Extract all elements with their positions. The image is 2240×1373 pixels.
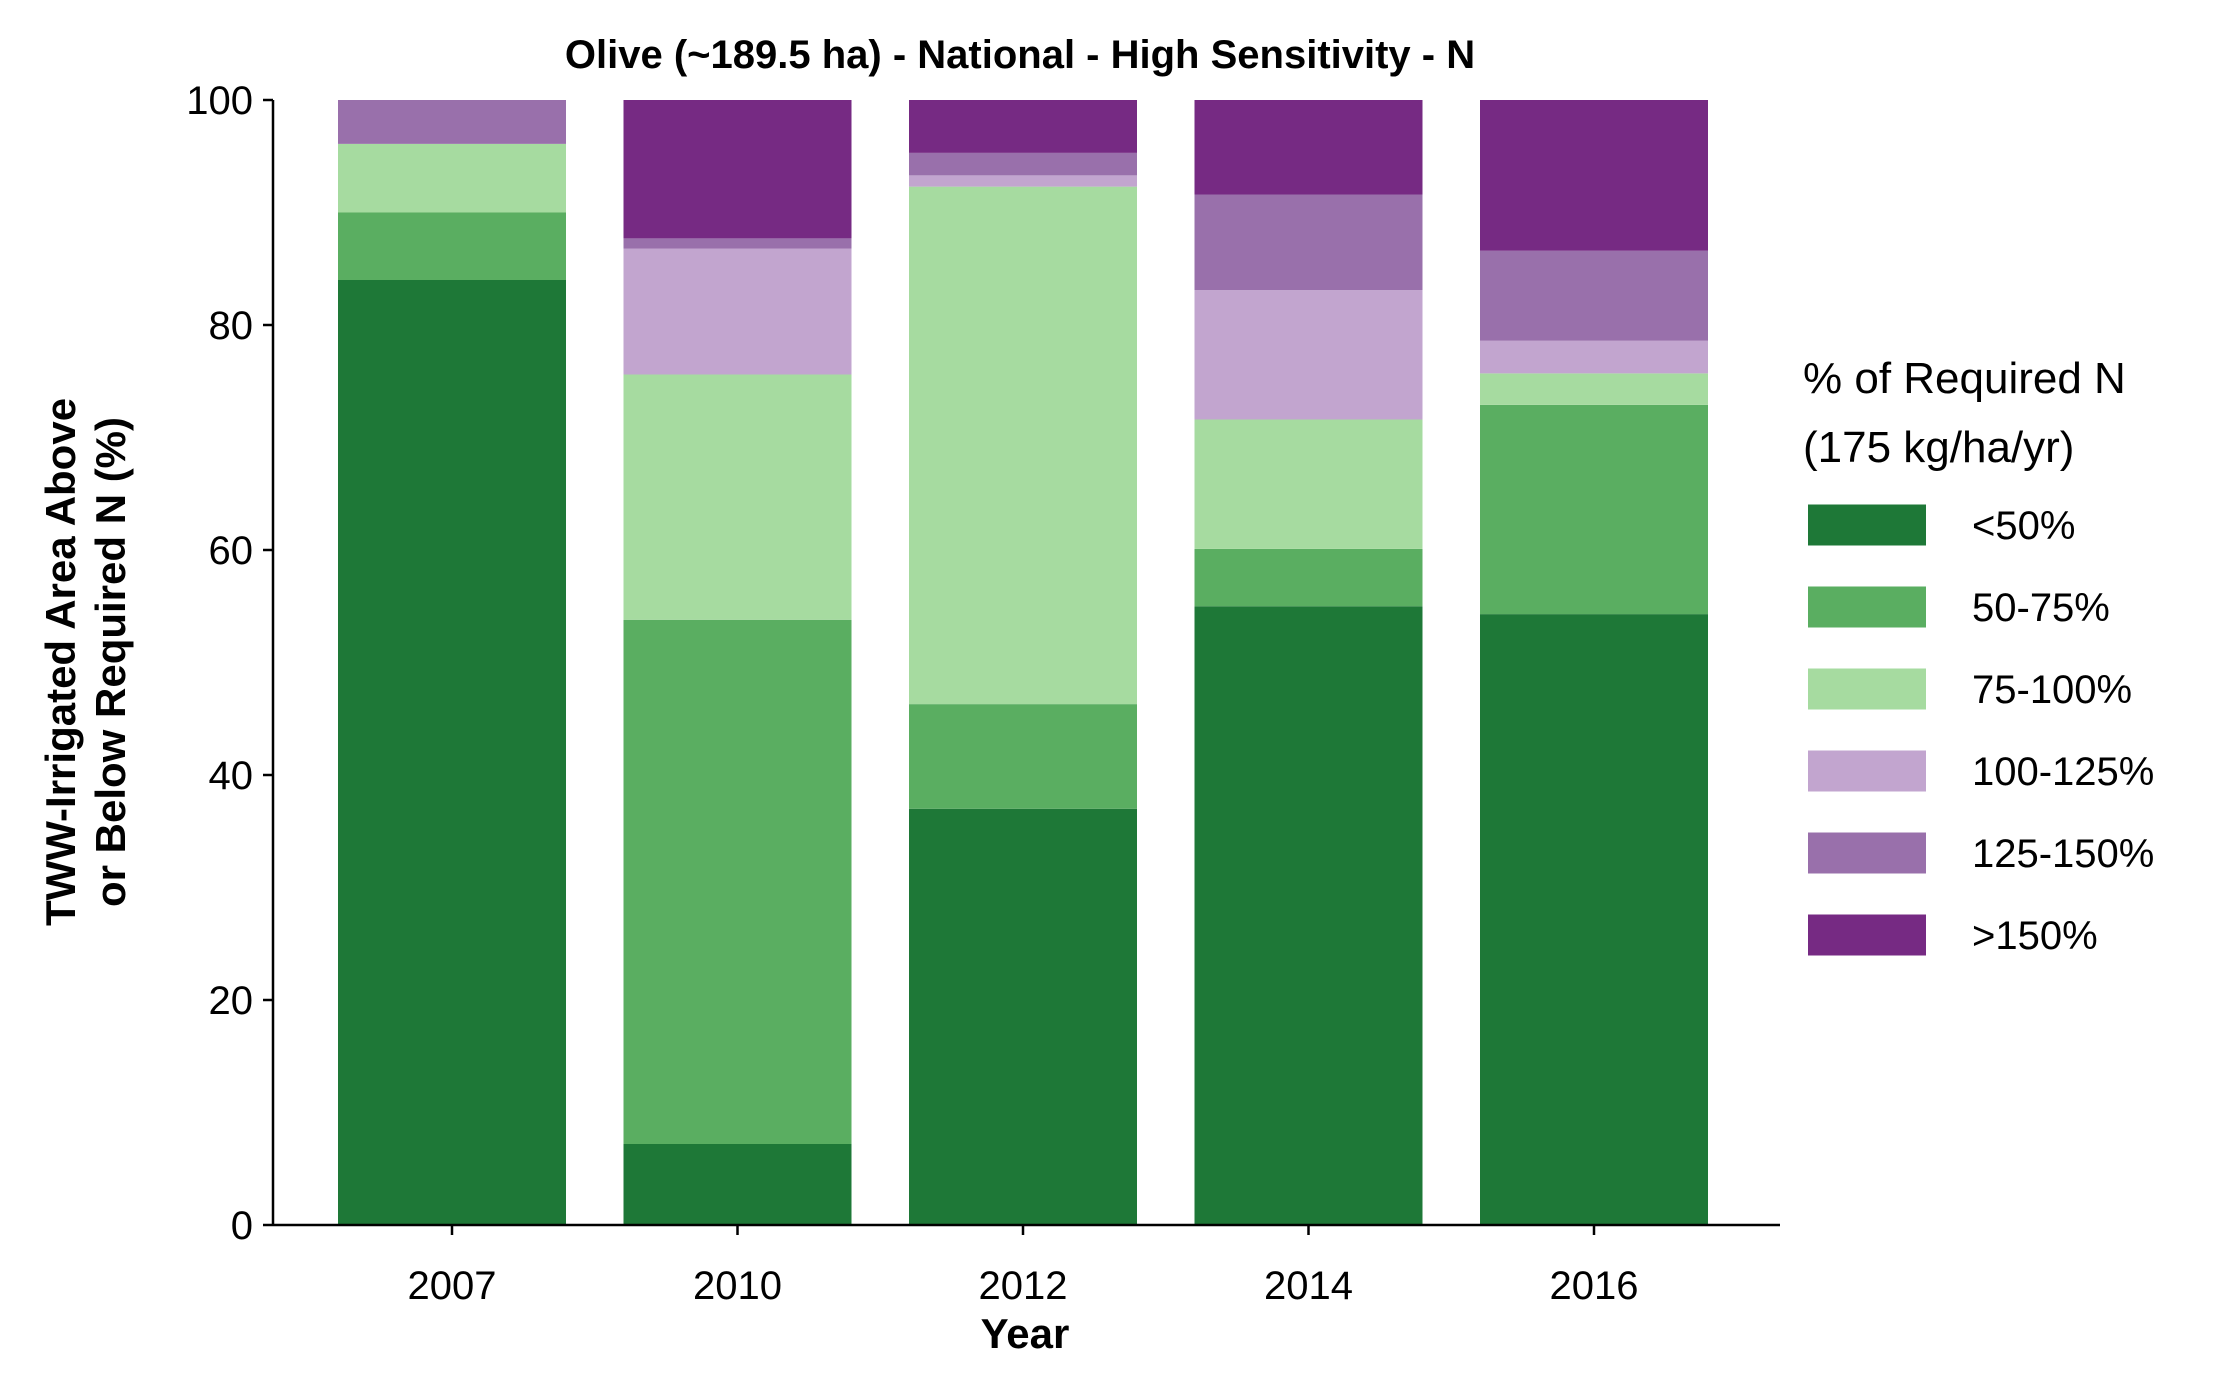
- bar-segment-2007-1: [338, 212, 566, 280]
- bar-segment-2016-2: [1480, 373, 1708, 405]
- bar-segment-2012-5: [909, 100, 1137, 153]
- bar-segment-2010-5: [623, 100, 852, 239]
- legend-label-2: 75-100%: [1972, 668, 2132, 712]
- y-tick-label: 40: [209, 754, 254, 798]
- y-tick-label: 20: [209, 979, 254, 1023]
- legend-swatch-0: [1808, 504, 1926, 546]
- x-tick-label: 2014: [1264, 1264, 1353, 1308]
- legend-label-3: 100-125%: [1972, 750, 2154, 794]
- x-tick-label: 2016: [1550, 1264, 1639, 1308]
- bar-segment-2016-3: [1480, 340, 1708, 374]
- x-tick-label: 2007: [408, 1264, 497, 1308]
- legend-swatch-1: [1808, 586, 1926, 628]
- y-tick-label: 100: [186, 79, 253, 123]
- bar-segment-2012-0: [909, 808, 1137, 1225]
- bar-segment-2014-0: [1194, 606, 1423, 1225]
- bar-segment-2007-2: [338, 143, 566, 213]
- bar-segment-2014-2: [1194, 419, 1423, 549]
- y-tick-label: 0: [231, 1204, 253, 1248]
- x-axis-label: Year: [981, 1310, 1070, 1357]
- legend-swatch-3: [1808, 750, 1926, 792]
- bar-segment-2010-1: [623, 619, 852, 1144]
- legend-label-5: >150%: [1972, 914, 2098, 958]
- x-tick-label: 2012: [979, 1264, 1068, 1308]
- legend-label-0: <50%: [1972, 504, 2075, 548]
- y-tick-label: 80: [209, 304, 254, 348]
- bar-segment-2012-4: [909, 152, 1137, 176]
- bar-segment-2016-5: [1480, 100, 1708, 251]
- bar-segment-2010-3: [623, 248, 852, 375]
- bar-segment-2014-4: [1194, 194, 1423, 291]
- bars-group: [338, 100, 1708, 1225]
- legend-title-line-1: % of Required N: [1803, 354, 2126, 403]
- chart-title: Olive (~189.5 ha) - National - High Sens…: [565, 33, 1475, 77]
- legend-label-1: 50-75%: [1972, 586, 2110, 630]
- bar-segment-2012-2: [909, 186, 1137, 705]
- bar-segment-2016-0: [1480, 614, 1708, 1225]
- legend-label-4: 125-150%: [1972, 832, 2154, 876]
- bar-segment-2007-0: [338, 280, 566, 1225]
- bar-segment-2016-4: [1480, 250, 1708, 341]
- bar-segment-2010-4: [623, 238, 852, 249]
- legend-swatch-4: [1808, 832, 1926, 874]
- y-axis-label-line-1: TWW-Irrigated Area Above: [37, 398, 84, 926]
- bar-segment-2014-1: [1194, 548, 1423, 607]
- y-axis-label-line-2: or Below Required N (%): [87, 417, 134, 907]
- y-ticks-group: 0 20 40 60 80 100: [186, 79, 273, 1248]
- y-tick-label: 60: [209, 529, 254, 573]
- bar-segment-2012-1: [909, 704, 1137, 809]
- bar-segment-2010-2: [623, 374, 852, 620]
- x-ticks-group: 2007 2010 2012 2014 2016: [408, 1225, 1639, 1308]
- legend-title-line-2: (175 kg/ha/yr): [1803, 423, 2074, 472]
- legend: % of Required N (175 kg/ha/yr) <50% 50-75…: [1803, 354, 2154, 958]
- y-axis-label: TWW-Irrigated Area Above or Below Requir…: [37, 398, 134, 926]
- x-tick-label: 2010: [693, 1264, 782, 1308]
- bar-segment-2014-5: [1194, 100, 1423, 195]
- bar-segment-2014-3: [1194, 290, 1423, 420]
- legend-swatch-5: [1808, 914, 1926, 956]
- bar-segment-2016-1: [1480, 404, 1708, 615]
- bar-segment-2010-0: [623, 1144, 852, 1225]
- bar-segment-2007-4: [338, 100, 566, 144]
- legend-swatch-2: [1808, 668, 1926, 710]
- bar-segment-2012-3: [909, 175, 1137, 187]
